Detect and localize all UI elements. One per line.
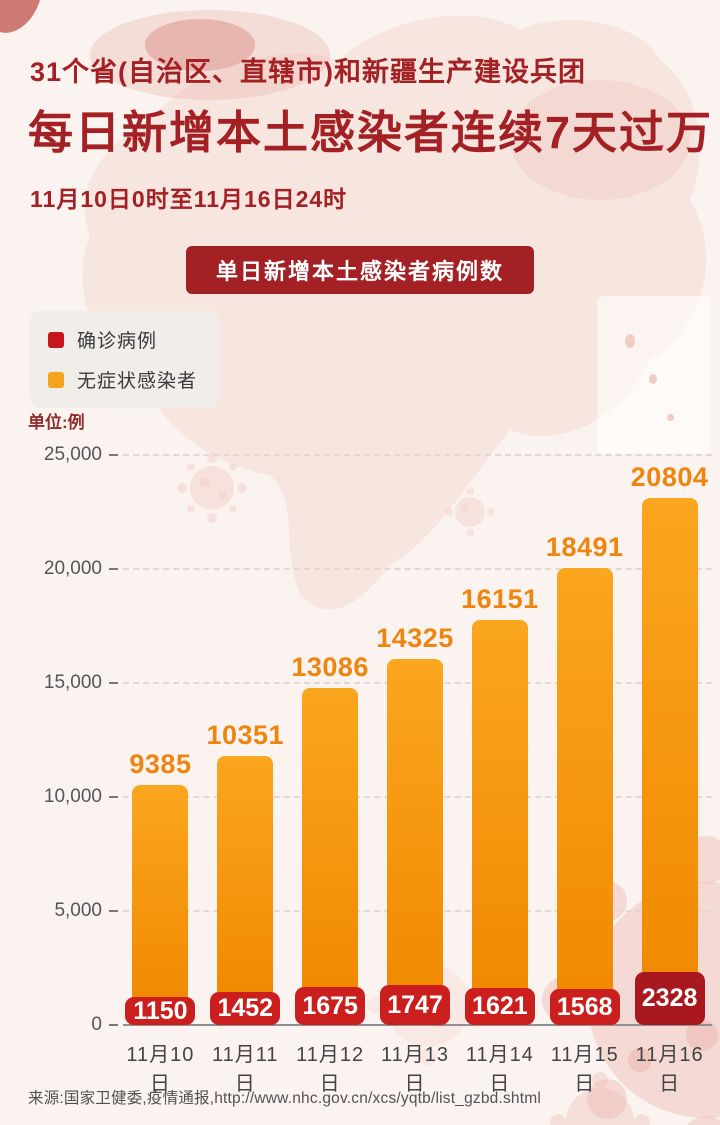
bar-segment-asymptomatic (217, 756, 274, 992)
bar-segment-confirmed: 2328 (634, 972, 705, 1025)
y-tick-label: 15,000 (43, 672, 102, 693)
x-tick-label: 11月11日 (212, 1044, 279, 1095)
y-tick-mark (109, 568, 118, 570)
bar-segment-confirmed: 1621 (464, 988, 535, 1025)
x-axis-line: 0 (30, 1014, 712, 1035)
poster-subtitle: 31个省(自治区、直辖市)和新疆生产建设兵团 (30, 57, 587, 87)
x-tick-label: 11月16日 (635, 1044, 704, 1095)
legend: 确诊病例无症状感染者 (30, 311, 220, 408)
bar-column: 9385 1150 (118, 455, 203, 1025)
bar-segment-confirmed: 1747 (380, 985, 450, 1025)
chart-bars: 9385 1150 10351 1452 13086 1675 14325 1747 16151… (118, 455, 712, 1025)
bar-segment-asymptomatic (471, 620, 528, 988)
bar-asymptomatic-value: 16151 (461, 584, 539, 614)
y-tick-mark (109, 910, 118, 912)
bar-asymptomatic-value: 18491 (545, 532, 624, 562)
source-line: 来源:国家卫健委,疫情通报,http://www.nhc.gov.cn/xcs/… (28, 1090, 542, 1107)
legend-swatch (48, 331, 64, 348)
x-tick-label: 11月13日 (381, 1044, 450, 1095)
bar-asymptomatic-value: 13086 (291, 652, 369, 682)
legend-label: 确诊病例 (77, 331, 158, 352)
legend-label: 无症状感染者 (77, 371, 198, 392)
bar-column: 14325 1747 (373, 455, 458, 1025)
x-tick-label: 11月15日 (550, 1044, 619, 1095)
x-axis-labels: 11月10日 11月11日 11月12日 11月13日 11月14日 11月15日 11月1… (118, 1038, 712, 1096)
bar-column: 13086 1675 (288, 455, 373, 1025)
bar-column: 20804 2328 (627, 455, 712, 1025)
bar-column: 16151 1621 (457, 455, 542, 1025)
bar-segment-asymptomatic (556, 568, 613, 989)
x-tick-label: 11月12日 (296, 1044, 365, 1095)
bar-asymptomatic-value: 9385 (129, 749, 192, 779)
x-tick-label: 11月10日 (126, 1044, 195, 1095)
y-tick-mark (109, 682, 118, 684)
legend-item: 无症状感染者 (48, 366, 197, 393)
bar-asymptomatic-value: 10351 (206, 720, 285, 750)
axis-baseline (123, 1024, 712, 1026)
legend-item: 确诊病例 (48, 326, 197, 353)
bar-segment-asymptomatic (302, 688, 359, 987)
y-tick-label: 25,000 (43, 444, 102, 465)
bar-column: 18491 1568 (542, 455, 627, 1025)
date-range: 11月10日0时至11月16日24时 (30, 186, 348, 212)
bar-segment-confirmed: 1452 (210, 992, 281, 1025)
y-tick-mark (109, 1024, 118, 1026)
x-tick-label: 11月14日 (465, 1044, 534, 1095)
bar-segment-confirmed: 1150 (125, 997, 196, 1025)
bar-column: 10351 1452 (203, 455, 288, 1025)
y-tick-mark (109, 796, 118, 798)
bar-segment-asymptomatic (387, 659, 443, 985)
chart-title-badge: 单日新增本土感染者病例数 (185, 246, 535, 294)
bar-segment-asymptomatic (132, 785, 189, 997)
y-tick-label: 10,000 (43, 786, 102, 807)
unit-label: 单位:例 (28, 413, 85, 432)
map-inset-watermark (597, 296, 711, 454)
bar-segment-confirmed: 1675 (295, 987, 366, 1025)
poster-title: 每日新增本土感染者连续7天过万 (28, 107, 714, 158)
bar-segment-asymptomatic (641, 498, 698, 972)
y-tick-label: 20,000 (43, 558, 102, 579)
y-tick-label: 5,000 (54, 900, 102, 921)
y-tick-mark (109, 454, 118, 456)
bar-asymptomatic-value: 20804 (630, 462, 709, 492)
legend-swatch (48, 371, 64, 388)
chart-area: 25,000 20,000 15,000 10,000 5,000 0 9385 1150 1… (0, 444, 720, 1035)
y-tick-label: 0 (91, 1014, 102, 1035)
bar-asymptomatic-value: 14325 (376, 623, 454, 653)
bar-segment-confirmed: 1568 (549, 989, 620, 1025)
